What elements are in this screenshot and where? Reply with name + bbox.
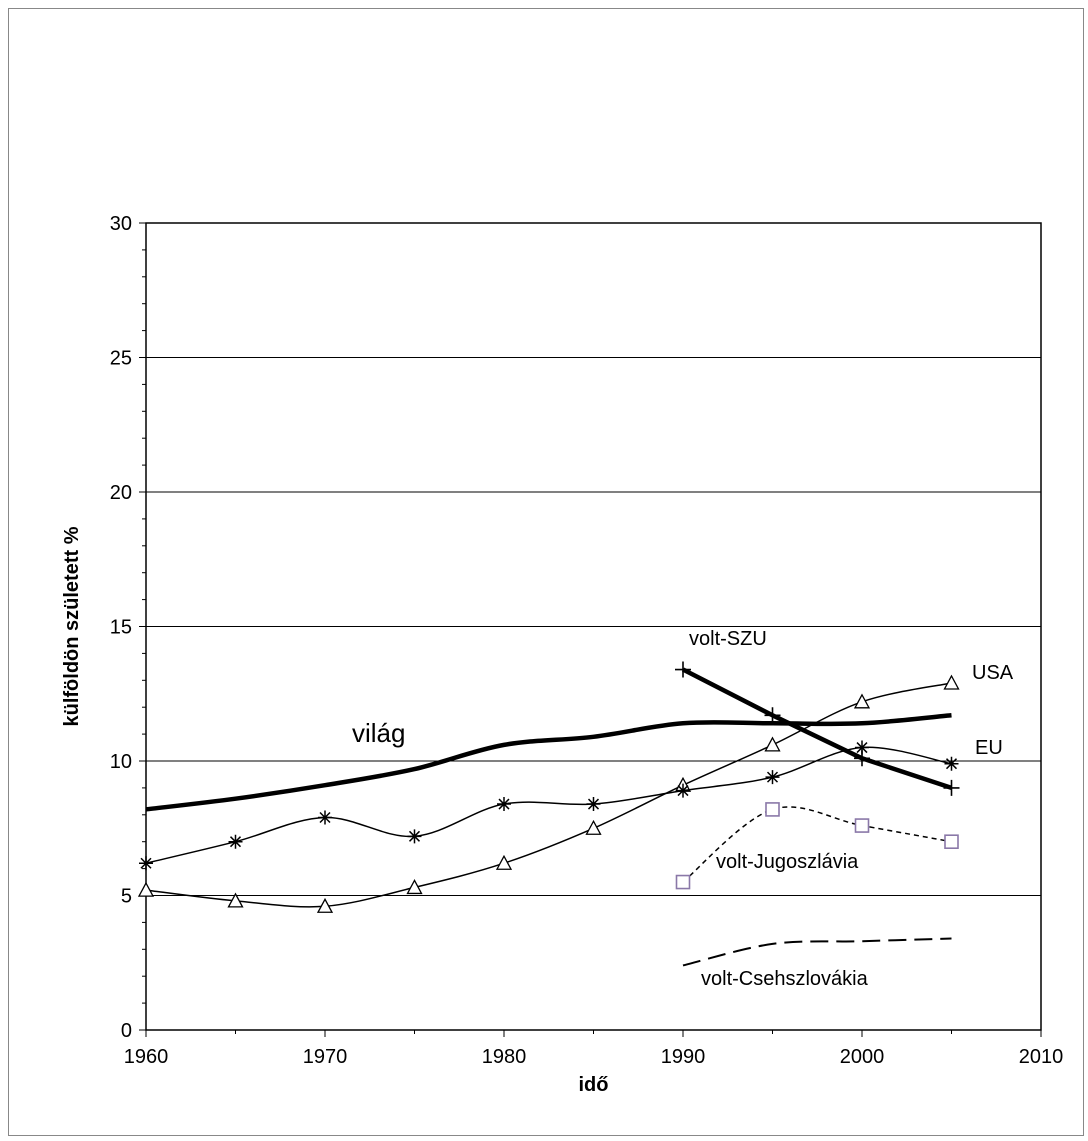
point-eu-1980 (497, 797, 511, 812)
y-tick-label-10: 10 (110, 751, 132, 773)
series-label-vilag: világ (352, 718, 405, 748)
point-eu-1985 (586, 797, 601, 812)
y-tick-label-0: 0 (121, 1020, 132, 1042)
point-usa-1960 (137, 881, 155, 897)
y-tick-label-5: 5 (121, 886, 132, 908)
point-usa-1970 (316, 897, 334, 913)
point-usa-1975 (406, 879, 423, 895)
point-volt-szu-1995 (764, 707, 781, 724)
point-eu-2000 (855, 740, 869, 755)
tick-labels: 0 5 10 15 20 25 30 1960 1970 1980 1990 2000 2010 (110, 213, 1064, 1068)
point-eu-1960 (139, 856, 153, 871)
point-usa-1965 (227, 892, 244, 908)
point-usa-2005 (943, 674, 960, 690)
series-line-usa (145, 682, 952, 908)
series-volt-jugoszlavia (675, 802, 959, 890)
point-volt-szu-2005 (943, 779, 960, 796)
point-usa-1985 (585, 819, 602, 835)
point-volt-szu-1990 (675, 661, 691, 678)
x-tick-label-1960: 1960 (124, 1046, 169, 1068)
point-usa-1995 (764, 736, 781, 752)
point-eu-1995 (765, 770, 780, 785)
x-tick-label-1990: 1990 (661, 1046, 706, 1068)
series-label-eu: EU (975, 737, 1003, 759)
x-axis-title: idő (579, 1074, 609, 1096)
series-label-volt-jugoszlavia: volt-Jugoszlávia (716, 851, 859, 873)
y-axis-title: külföldön született % (61, 526, 83, 726)
y-tick-label-20: 20 (110, 482, 132, 504)
point-eu-1965 (228, 834, 243, 849)
x-tick-label-2000: 2000 (840, 1046, 885, 1068)
point-eu-1970 (318, 810, 332, 825)
point-volt-jugoszlavia-2000 (854, 818, 870, 833)
series-layer (137, 661, 960, 967)
x-tick-label-1980: 1980 (482, 1046, 527, 1068)
series-line-volt-jugoszlavia (682, 806, 952, 883)
series-label-volt-csehszlovakia: volt-Csehszlovákia (701, 968, 869, 990)
series-vilag (145, 713, 952, 812)
series-line-volt-csehszlovakia (682, 937, 952, 967)
point-eu-1990 (676, 783, 690, 798)
y-tick-label-15: 15 (110, 617, 132, 639)
point-eu-2005 (944, 756, 959, 771)
series-line-volt-szu (681, 667, 953, 791)
point-usa-2000 (853, 693, 871, 709)
y-tick-label-30: 30 (110, 213, 132, 235)
x-tick-label-2010: 2010 (1019, 1046, 1064, 1068)
series-line-vilag (145, 713, 952, 812)
series-label-volt-szu: volt-SZU (689, 628, 767, 650)
gridlines (146, 357, 1041, 896)
point-volt-jugoszlavia-2005 (944, 834, 959, 850)
chart-frame (8, 8, 1084, 1136)
series-eu (139, 740, 959, 871)
point-volt-jugoszlavia-1990 (675, 874, 691, 890)
series-volt-szu (675, 661, 960, 796)
point-usa-1980 (495, 854, 513, 870)
y-tick-label-25: 25 (110, 348, 132, 370)
series-line-eu (145, 746, 952, 864)
point-eu-1975 (407, 829, 422, 844)
x-tick-label-1970: 1970 (303, 1046, 348, 1068)
point-volt-jugoszlavia-1995 (765, 802, 780, 817)
series-label-usa: USA (972, 662, 1014, 684)
series-volt-csehszlovakia (682, 937, 952, 967)
axis-ticks (139, 222, 1042, 1037)
